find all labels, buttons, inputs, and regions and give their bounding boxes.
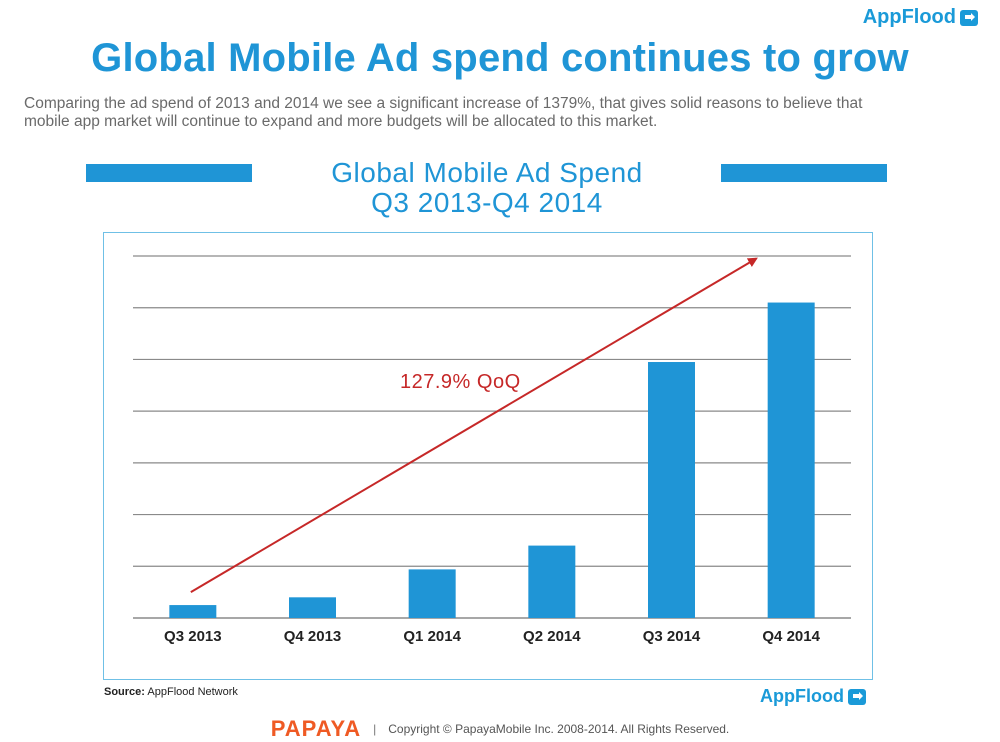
chart-title-line-1: Global Mobile Ad Spend bbox=[331, 157, 643, 188]
annotation-label: 127.9% QoQ bbox=[400, 371, 521, 393]
copyright-text: Copyright © PapayaMobile Inc. 2008-2014.… bbox=[388, 722, 730, 736]
source-text: AppFlood Network bbox=[147, 686, 238, 698]
description-line-1: Comparing the ad spend of 2013 and 2014 … bbox=[24, 95, 863, 112]
brand-name-bottom: AppFlood bbox=[760, 686, 844, 706]
x-tick-label: Q2 2014 bbox=[523, 628, 581, 645]
bar bbox=[648, 362, 695, 618]
trend-arrow bbox=[190, 257, 758, 594]
appflood-logo-bottom: AppFlood bbox=[760, 686, 866, 707]
x-tick-label: Q4 2014 bbox=[762, 628, 820, 645]
x-tick-label: Q3 2014 bbox=[643, 628, 701, 645]
appflood-icon bbox=[960, 9, 978, 26]
brand-name: AppFlood bbox=[862, 6, 956, 28]
appflood-icon bbox=[847, 688, 866, 705]
bar bbox=[528, 545, 576, 618]
page-title: Global Mobile Ad spend continues to grow bbox=[91, 36, 909, 80]
description-line-2: mobile app market will continue to expan… bbox=[24, 113, 658, 130]
bar bbox=[767, 302, 815, 618]
appflood-logo-top: AppFlood bbox=[863, 6, 978, 29]
chart-title-line-2: Q3 2013-Q4 2014 bbox=[371, 187, 603, 218]
x-tick-label: Q1 2014 bbox=[403, 628, 461, 645]
bar bbox=[169, 605, 217, 618]
source-note: Source: AppFlood Network bbox=[104, 686, 238, 698]
title-decoration-right bbox=[721, 164, 887, 182]
footer: PAPAYA | Copyright © PapayaMobile Inc. 2… bbox=[0, 716, 1000, 742]
bar bbox=[408, 569, 456, 618]
x-tick-label: Q3 2013 bbox=[164, 628, 222, 645]
chart-frame bbox=[103, 232, 873, 680]
bar bbox=[289, 597, 336, 618]
source-label: Source: bbox=[104, 686, 145, 698]
chart-title: Global Mobile Ad Spend Q3 2013-Q4 2014 bbox=[260, 158, 714, 218]
x-tick-label: Q4 2013 bbox=[284, 628, 342, 645]
description: Comparing the ad spend of 2013 and 2014 … bbox=[24, 95, 960, 131]
title-decoration-left bbox=[86, 164, 252, 182]
papaya-logo: PAPAYA bbox=[270, 716, 362, 741]
footer-separator: | bbox=[373, 722, 377, 736]
